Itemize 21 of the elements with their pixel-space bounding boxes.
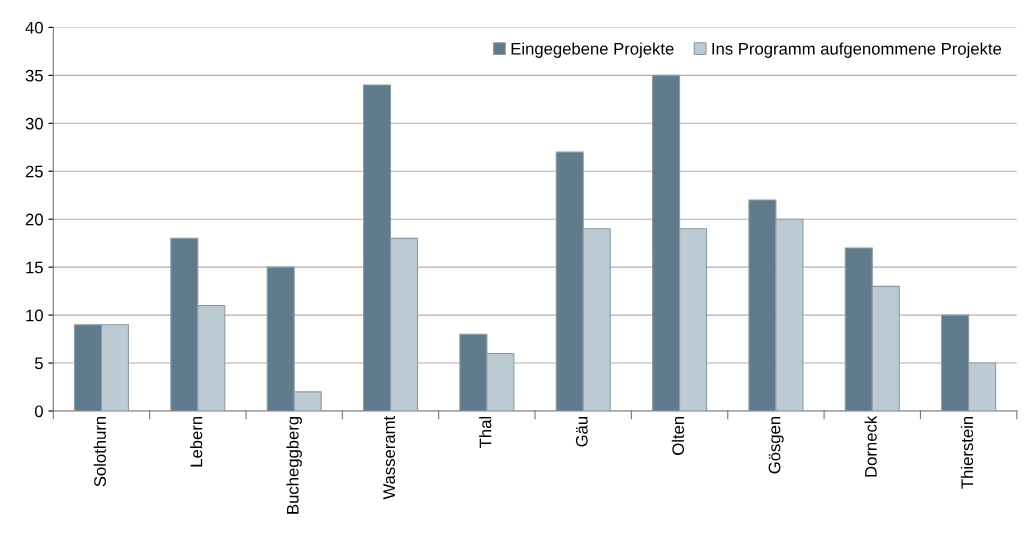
legend-label: Eingegebene Projekte — [511, 42, 674, 58]
legend-label: Ins Programm aufgenommene Projekte — [712, 42, 1002, 58]
x-tick-label: Dorneck — [864, 415, 877, 477]
y-tick-label: 10 — [26, 309, 43, 322]
x-tick-label: Bucheggberg — [286, 416, 302, 514]
y-tick-label: 35 — [25, 69, 43, 82]
y-tick-label: 15 — [26, 261, 43, 274]
x-tick-label: Thierstein — [960, 416, 974, 489]
x-tick-label: Gösgen — [768, 416, 784, 474]
y-tick-label: 5 — [34, 357, 43, 370]
x-tick-label: Thal — [479, 416, 492, 448]
y-tick-label: 20 — [25, 213, 43, 226]
x-tick-label: Gäu — [575, 416, 588, 447]
x-tick-label: Lebern — [190, 416, 203, 467]
x-tick-label: Olten — [671, 416, 685, 455]
x-tick-label: Solothurn — [93, 416, 106, 487]
x-tick-label: Wasseramt — [383, 415, 395, 500]
y-tick-label: 30 — [25, 117, 43, 130]
y-tick-label: 0 — [34, 405, 43, 418]
y-tick-label: 40 — [25, 21, 43, 34]
y-tick-label: 25 — [25, 165, 43, 178]
